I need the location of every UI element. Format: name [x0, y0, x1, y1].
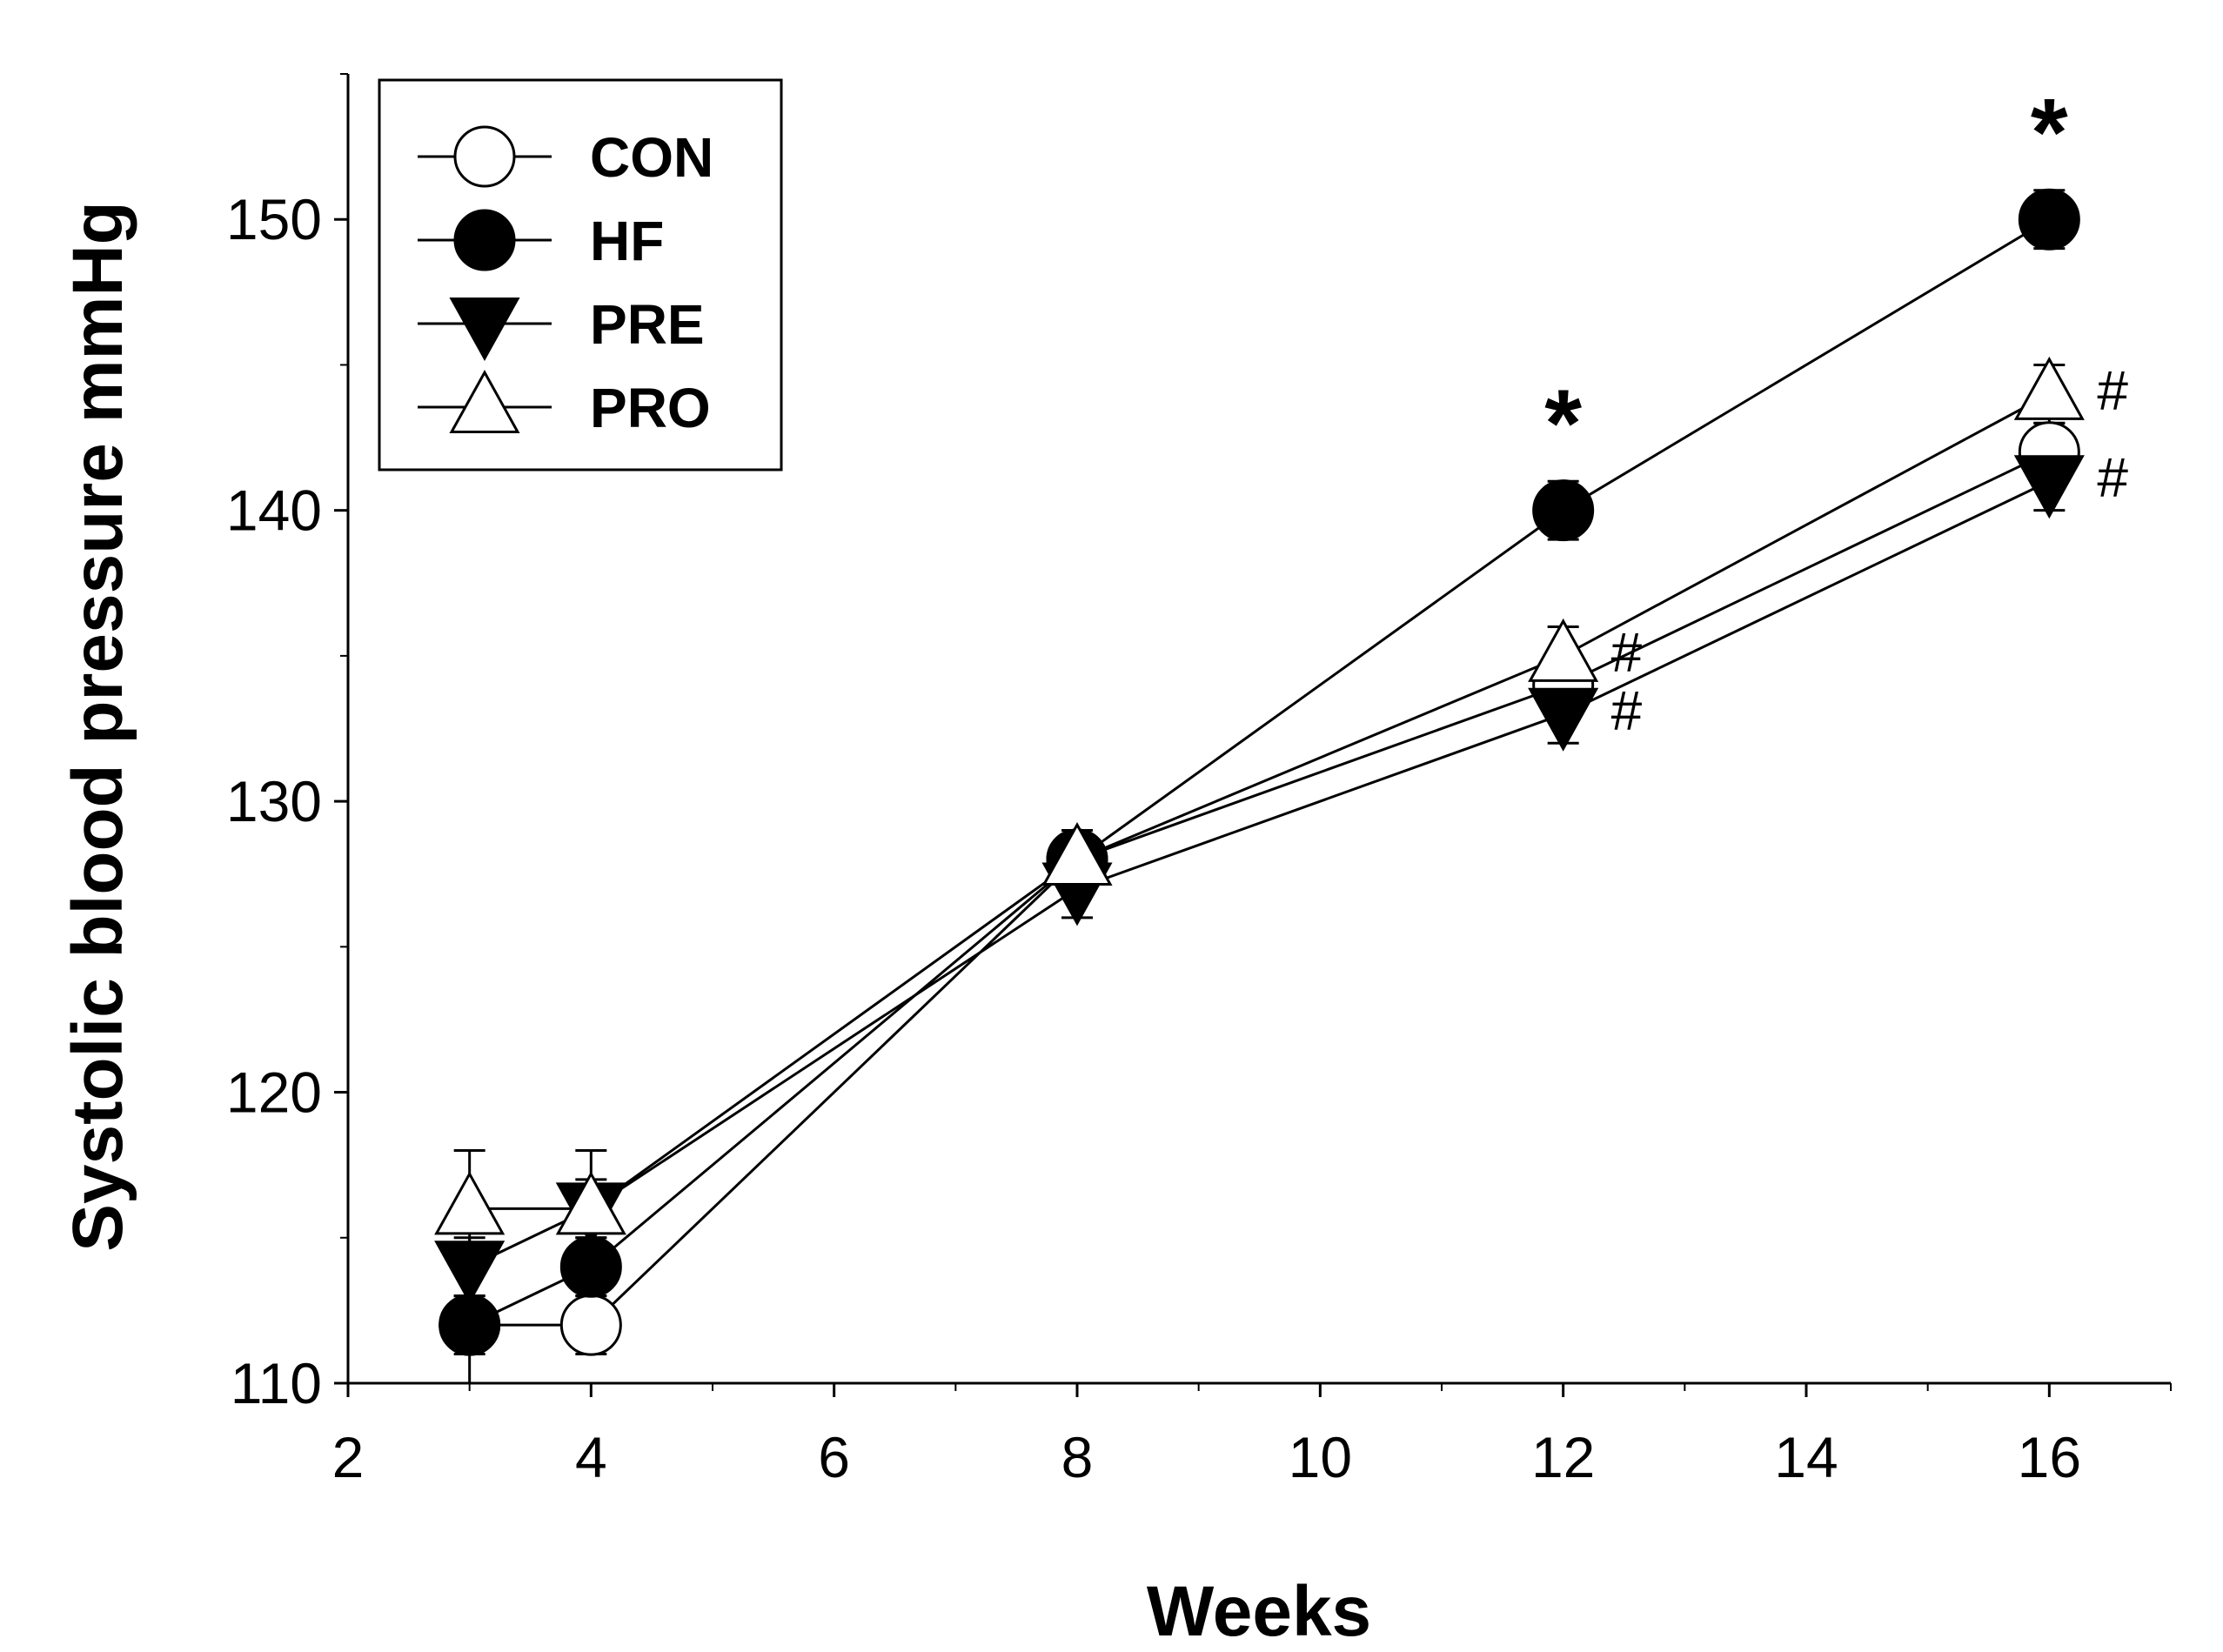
x-tick-label: 12 — [1531, 1425, 1595, 1489]
x-tick-label: 10 — [1289, 1425, 1352, 1489]
significance-hash: # — [2097, 359, 2128, 422]
x-tick-label: 14 — [1774, 1425, 1838, 1489]
x-tick-label: 6 — [818, 1425, 850, 1489]
legend: CON HF PRE PRO — [378, 78, 783, 472]
marker-pro — [1041, 822, 1113, 886]
marker-pre — [2013, 455, 2085, 519]
significance-hash: # — [1611, 621, 1643, 684]
marker-hf — [2018, 188, 2080, 251]
annotations: **#### — [1544, 79, 2128, 742]
marker-pro — [555, 1171, 626, 1235]
marker-con — [559, 1294, 622, 1356]
x-tick-label: 2 — [332, 1425, 365, 1489]
y-axis-title: Systolic blood pressure mmHg — [58, 201, 137, 1252]
marker-pre — [1528, 687, 1599, 752]
marker-pro — [434, 1171, 506, 1235]
y-tick-label: 120 — [226, 1060, 322, 1125]
series-line-pre — [469, 479, 2050, 1268]
y-tick-label: 140 — [226, 478, 322, 543]
legend-label-con: CON — [590, 126, 713, 189]
marker-hf — [1532, 479, 1595, 542]
y-tick-label: 110 — [231, 1351, 322, 1415]
legend-label-hf: HF — [590, 210, 664, 272]
x-tick-label: 8 — [1061, 1425, 1094, 1489]
markers — [434, 188, 2085, 1356]
legend-label-pre: PRE — [590, 293, 705, 356]
y-tick-label: 150 — [226, 187, 322, 251]
x-tick-label: 16 — [2018, 1425, 2081, 1489]
legend-box — [378, 78, 783, 472]
legend-marker-pre — [449, 298, 520, 361]
series-line-pro — [469, 392, 2051, 1210]
y-tick-label: 130 — [226, 769, 322, 833]
x-axis-title: Weeks — [1147, 1572, 1371, 1651]
marker-hf — [559, 1235, 622, 1298]
axes: 2 4 6 8 10 12 14 16 110 120 130 140 150 — [226, 73, 2172, 1489]
legend-marker-con — [453, 125, 516, 188]
marker-pro — [2013, 356, 2085, 420]
marker-hf — [439, 1294, 501, 1356]
marker-pre — [434, 1241, 506, 1305]
marker-pro — [1528, 618, 1599, 682]
series-line-con — [469, 451, 2050, 1327]
significance-star: * — [1544, 371, 1582, 478]
legend-marker-pro — [449, 370, 520, 433]
x-tick-label: 4 — [575, 1425, 607, 1489]
significance-star: * — [2031, 79, 2068, 186]
significance-hash: # — [2097, 446, 2128, 509]
legend-marker-hf — [453, 209, 516, 271]
legend-label-pro: PRO — [590, 377, 711, 439]
significance-hash: # — [1611, 679, 1643, 742]
